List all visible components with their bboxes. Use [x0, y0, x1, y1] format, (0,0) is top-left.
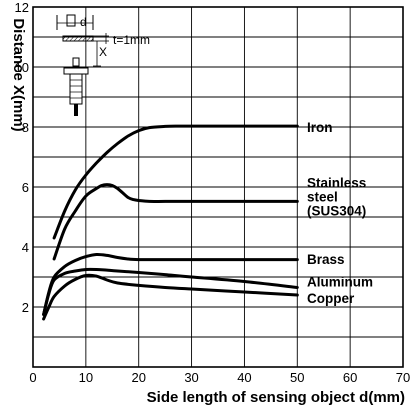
y-tick-label: 8 — [22, 120, 29, 135]
x-tick-label: 20 — [131, 370, 145, 385]
inset-x-label: X — [99, 45, 107, 59]
series-label: Aluminum — [307, 275, 373, 290]
x-tick-label: 60 — [343, 370, 357, 385]
tick-labels: 0 10 20 30 40 50 60 70 2 4 6 8 10 12 — [15, 0, 410, 385]
y-tick-label: 10 — [15, 60, 29, 75]
series-line-1 — [52, 183, 299, 261]
x-tick-label: 10 — [79, 370, 93, 385]
x-tick-label: 0 — [29, 370, 36, 385]
sensor-inset-diagram: d t=1mm X — [56, 14, 150, 116]
series-line-0 — [52, 124, 299, 240]
inset-sensor-head — [72, 57, 80, 67]
y-axis-title: Distance X(mm) — [10, 18, 27, 131]
inset-d-label: d — [80, 15, 87, 29]
inset-sensor-nut — [63, 67, 89, 75]
inset-t-label: t=1mm — [113, 33, 150, 47]
x-axis-title: Side length of sensing object d(mm) — [147, 389, 405, 406]
plot-frame — [32, 6, 404, 368]
series-label: Copper — [307, 291, 355, 306]
inset-sensor-body — [69, 73, 83, 105]
x-tick-label: 30 — [184, 370, 198, 385]
series-label: Iron — [307, 120, 333, 135]
series-line-2 — [42, 252, 299, 316]
series-label: Brass — [307, 252, 345, 267]
y-tick-label: 6 — [22, 180, 29, 195]
inset-target-square — [66, 14, 76, 27]
series-label: (SUS304) — [307, 204, 366, 219]
inset-sensor-cable — [74, 104, 78, 116]
x-tick-label: 50 — [290, 370, 304, 385]
series-line-3 — [42, 267, 299, 316]
y-tick-label: 2 — [22, 300, 29, 315]
y-tick-label: 12 — [15, 0, 29, 15]
y-tick-label: 4 — [22, 240, 29, 255]
series-lines — [42, 124, 299, 321]
series-label: Stainless — [307, 176, 366, 191]
series-label: steel — [307, 190, 338, 205]
series-line-4 — [42, 273, 299, 321]
x-tick-label: 40 — [237, 370, 251, 385]
inset-target-plate — [62, 35, 94, 42]
x-tick-label: 70 — [396, 370, 410, 385]
